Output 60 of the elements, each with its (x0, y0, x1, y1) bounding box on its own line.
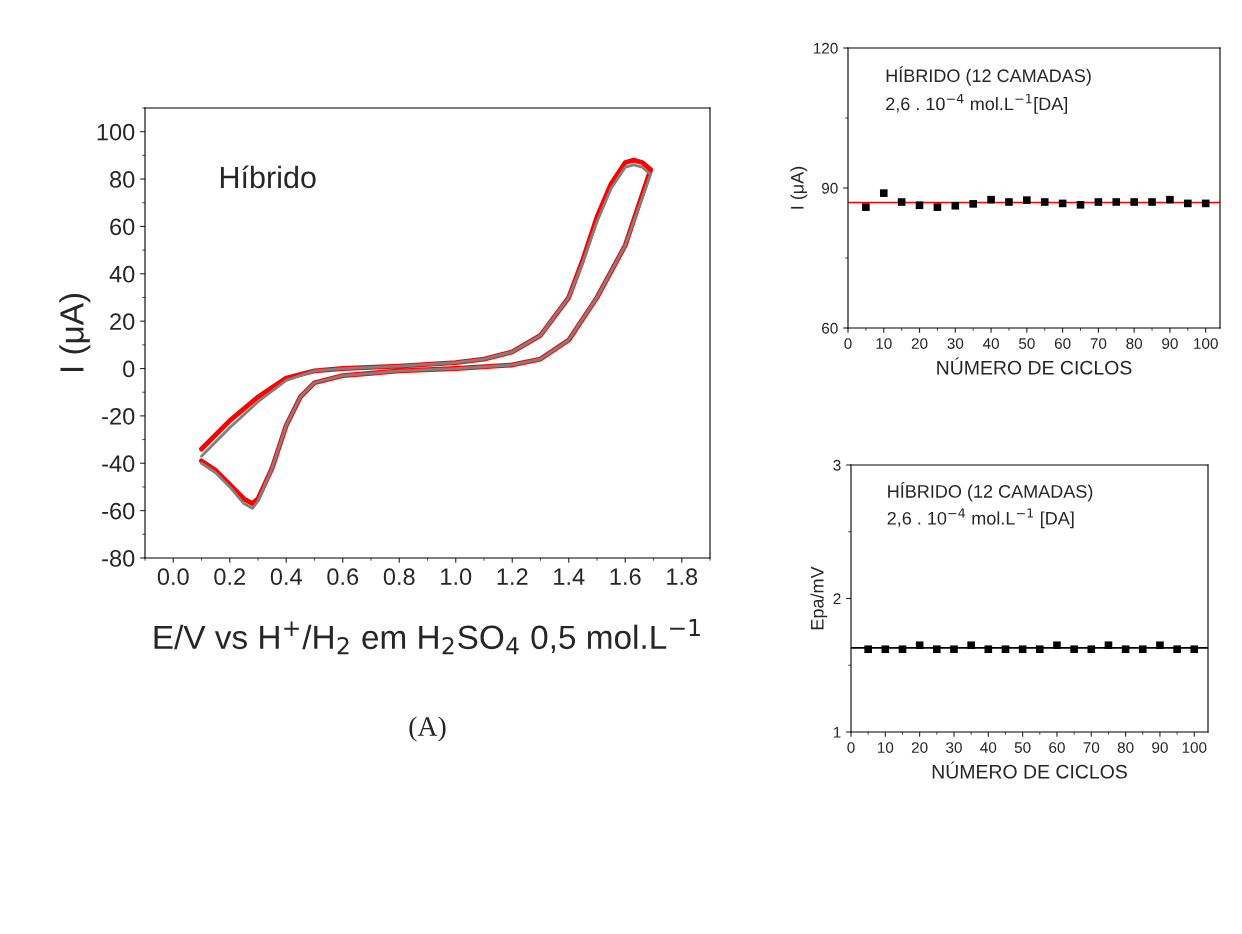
x-axis-title: NÚMERO DE CICLOS (932, 761, 1127, 779)
x-tick-label: 70 (1083, 742, 1100, 753)
x-tick-label: 0.8 (383, 568, 415, 586)
annotation: 2,6 . 10$^{−4}$ mol.L$^{−1}$ [DA] (887, 508, 1074, 529)
y-tick-label: 60 (822, 322, 838, 334)
x-tick-label: 90 (1162, 338, 1178, 349)
x-tick-label: 80 (1117, 742, 1134, 753)
y-tick-label: 20 (110, 313, 135, 330)
y-tick-label: 60 (110, 218, 135, 236)
y-tick-label: 0 (123, 360, 135, 378)
x-tick-label: 0 (847, 742, 855, 753)
y-tick-label: 100 (97, 123, 135, 141)
y-tick-label: -80 (102, 550, 135, 567)
x-tick-label: 40 (982, 338, 999, 349)
y-tick-label: 90 (822, 182, 838, 194)
annotation: 2,6 . 10$^{−4}$ mol.L$^{−1}$[DA] (886, 93, 1068, 114)
y-tick-label: 40 (109, 265, 135, 283)
annotation: HÍBRIDO (12 CAMADAS) (886, 66, 1091, 86)
y-tick-label: 80 (110, 171, 135, 188)
y-tick-label: -20 (102, 407, 135, 425)
x-tick-label: 1.8 (667, 568, 698, 586)
y-tick-label: -40 (102, 455, 135, 473)
x-tick-label: 0.4 (270, 568, 302, 586)
y-tick-label: 120 (813, 42, 838, 54)
x-tick-label: 60 (1054, 338, 1071, 349)
x-tick-label: 10 (876, 338, 892, 349)
x-tick-label: 90 (1152, 742, 1168, 753)
x-tick-label: 60 (1049, 742, 1065, 753)
x-tick-label: 30 (946, 742, 962, 753)
x-tick-label: 20 (911, 742, 928, 753)
x-tick-label: 0.2 (214, 568, 245, 586)
x-tick-label: 40 (980, 742, 997, 753)
x-tick-label: 0 (844, 338, 852, 349)
x-tick-label: 50 (1014, 742, 1031, 753)
x-axis-title: NÚMERO DE CICLOS (937, 357, 1132, 375)
x-tick-label: 1.0 (441, 568, 472, 586)
annotation: HÍBRIDO (12 CAMADAS) (888, 481, 1093, 502)
y-axis-title: I (μA) (790, 166, 808, 209)
x-tick-label: 1.4 (554, 568, 585, 585)
y-tick-label: 3 (833, 459, 841, 471)
text: (A) (409, 716, 446, 742)
x-tick-label: 20 (911, 338, 928, 349)
y-tick-label: 1 (833, 727, 841, 738)
x-tick-label: 50 (1018, 338, 1035, 349)
y-axis-title: I (μA) (59, 293, 91, 371)
x-tick-label: 100 (1182, 742, 1207, 753)
text: E/V vs H$^{+}$/H$_{2}$ em H$_{2}$SO$_{4}$ 0,5 mol.L$^{−1}$ (154, 619, 700, 655)
y-tick-label: -60 (102, 502, 135, 520)
y-tick-label: 2 (833, 593, 841, 605)
x-tick-label: 1.2 (497, 568, 528, 585)
x-tick-label: 30 (947, 338, 964, 349)
x-tick-label: 80 (1126, 338, 1143, 349)
x-tick-label: 0.6 (327, 568, 359, 586)
annotation: Híbrido (220, 165, 316, 189)
x-tick-label: 0.0 (157, 568, 189, 586)
y-axis-title: Epa/mV (810, 566, 828, 630)
x-tick-label: 70 (1090, 338, 1107, 349)
x-tick-label: 100 (1194, 338, 1218, 349)
x-tick-label: 1.6 (610, 568, 641, 586)
x-tick-label: 10 (878, 742, 894, 753)
